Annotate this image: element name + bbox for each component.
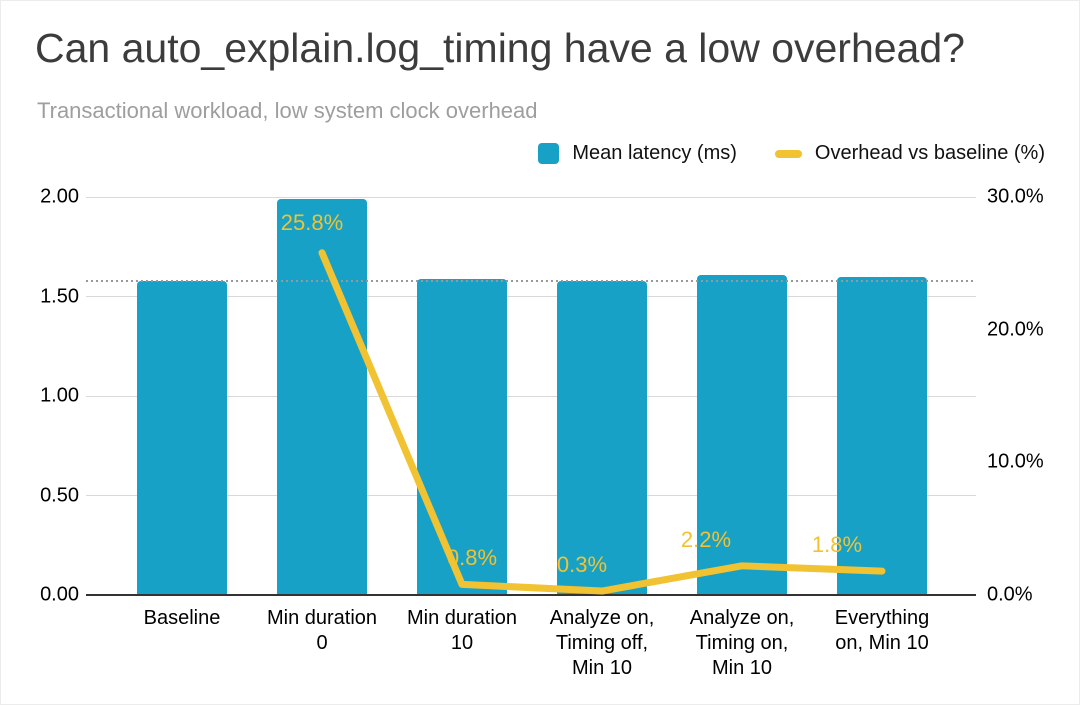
y-axis-left: 0.00 0.50 1.00 1.50 2.00 [1,186,79,606]
y-axis-left-tick-label: 0.00 [40,583,79,606]
legend-label: Overhead vs baseline (%) [814,142,1045,164]
legend: Mean latency (ms) Overhead vs baseline (… [538,142,1045,165]
y-axis-right-tick-label: 0.0% [987,583,1033,606]
y-axis-right-tick-label: 20.0% [987,318,1044,341]
bar-4 [697,274,787,595]
gridline [86,495,976,496]
bar-1 [277,199,367,595]
overhead-polyline [318,249,886,595]
bar-3 [557,280,647,595]
plot-area: 25.8% 0.8% 0.3% 2.2% 1.8% [86,196,976,596]
x-axis: Baseline Min duration 0 Min duration 10 Ana… [112,606,952,681]
baseline-reference-line [86,279,976,282]
line-point-label-5: 1.8% [811,532,863,558]
y-axis-left-tick-label: 1.00 [40,384,79,407]
gridline [86,395,976,397]
x-axis-category-label-0: Baseline [143,607,221,629]
line-point-label-2: 0.8% [446,545,498,571]
legend-item-overhead: Overhead vs baseline (%) [774,142,1045,165]
overhead-line-series [318,249,886,595]
line-series-swatch-icon [774,149,802,158]
x-axis-category-label-3: Analyze on, Timing off, Min 10 [549,607,655,679]
gridline [86,196,976,198]
y-axis-right-tick-label: 30.0% [987,185,1044,208]
bar-2 [417,278,507,595]
y-axis-left-tick-label: 2.00 [40,185,79,208]
bar-0 [137,280,227,595]
chart-subtitle: Transactional workload, low system clock… [37,98,538,123]
legend-label: Mean latency (ms) [572,142,737,164]
chart-title: Can auto_explain.log_timing have a low o… [35,25,965,71]
y-axis-left-tick-label: 0.50 [40,484,79,506]
x-axis-category-label-2: Min duration 10 [406,607,518,654]
line-point-label-1: 25.8% [280,209,344,235]
x-axis-category-label-1: Min duration 0 [266,607,378,654]
x-axis-category-label-5: Everything on, Min 10 [834,607,930,654]
bar-5 [837,276,927,595]
y-axis-right: 0.0% 10.0% 20.0% 30.0% [987,186,1077,606]
bar-series-swatch-icon [538,143,560,164]
x-axis-category-label-4: Analyze on, Timing on, Min 10 [689,607,795,679]
y-axis-left-tick-label: 1.50 [40,285,79,307]
x-axis-line [86,594,976,596]
gridline [86,296,976,297]
y-axis-right-tick-label: 10.0% [987,450,1044,473]
line-point-label-3: 0.3% [556,552,608,578]
line-point-label-4: 2.2% [680,526,732,552]
legend-item-mean-latency: Mean latency (ms) [538,142,737,165]
